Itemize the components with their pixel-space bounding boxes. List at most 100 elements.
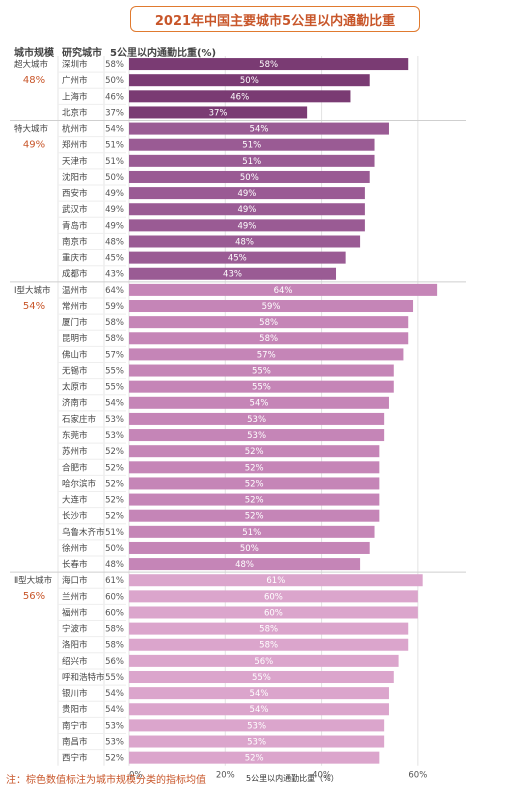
value-label: 52% <box>105 447 124 457</box>
bar <box>129 170 370 183</box>
city-label: 乌鲁木齐市 <box>62 527 105 538</box>
bar <box>129 219 365 232</box>
value-label: 54% <box>105 125 124 135</box>
x-tick-label: 60% <box>408 771 427 781</box>
bar <box>129 203 365 216</box>
value-label: 43% <box>105 270 124 280</box>
value-label: 61% <box>105 576 124 586</box>
value-label: 58% <box>105 60 124 70</box>
bar-data-label: 53% <box>247 721 266 731</box>
bar <box>129 574 423 587</box>
bar <box>129 154 375 167</box>
bar <box>129 138 375 151</box>
city-label: 上海市 <box>62 91 88 102</box>
value-label: 60% <box>105 592 124 602</box>
bar-data-label: 58% <box>259 625 278 635</box>
city-label: 南京市 <box>62 236 88 247</box>
bar-data-label: 50% <box>240 76 259 86</box>
city-label: 石家庄市 <box>62 414 97 425</box>
bar-data-label: 58% <box>259 641 278 651</box>
bar <box>129 332 409 345</box>
city-label: 青岛市 <box>62 220 88 231</box>
bar <box>129 687 389 700</box>
bar-data-label: 58% <box>259 60 278 70</box>
bar-data-label: 55% <box>252 673 271 683</box>
city-label: 武汉市 <box>62 204 88 215</box>
value-label: 53% <box>105 737 124 747</box>
city-label: 无锡市 <box>62 365 88 376</box>
bar <box>129 58 409 71</box>
x-axis-label: 5公里以内通勤比重（%） <box>246 774 339 783</box>
bar <box>129 751 380 764</box>
city-label: 大连市 <box>62 495 88 506</box>
footnote: 注：棕色数值标注为城市规模分类的指标均值 <box>6 775 206 786</box>
value-label: 58% <box>105 334 124 344</box>
city-label: 常州市 <box>62 301 88 312</box>
value-label: 51% <box>105 157 124 167</box>
bar <box>129 187 365 200</box>
city-label: 重庆市 <box>62 253 88 264</box>
city-label: 呼和浩特市 <box>62 672 105 683</box>
group-average: 49% <box>23 140 45 151</box>
city-label: 厦门市 <box>62 317 88 328</box>
value-label: 57% <box>105 350 124 360</box>
value-label: 37% <box>105 108 124 118</box>
bar-data-label: 59% <box>262 302 281 312</box>
bar-data-label: 58% <box>259 334 278 344</box>
bar <box>129 348 404 361</box>
bar-data-label: 51% <box>242 528 261 538</box>
bar-data-label: 48% <box>235 237 254 247</box>
city-label: 南宁市 <box>62 720 88 731</box>
bar <box>129 590 418 603</box>
bar-data-label: 57% <box>257 350 276 360</box>
city-label: 温州市 <box>62 285 88 296</box>
city-label: 成都市 <box>62 269 88 280</box>
bar <box>129 493 380 506</box>
bar <box>129 735 385 748</box>
bar <box>129 235 361 248</box>
city-label: 徐州市 <box>62 543 88 554</box>
bar-data-label: 53% <box>247 431 266 441</box>
header-city: 研究城市 <box>62 48 102 59</box>
value-label: 58% <box>105 318 124 328</box>
bar <box>129 316 409 329</box>
bar-data-label: 53% <box>247 737 266 747</box>
bar <box>129 283 438 296</box>
bar <box>129 429 385 442</box>
x-tick-label: 0% <box>129 771 143 781</box>
value-label: 49% <box>105 205 124 215</box>
value-label: 54% <box>105 705 124 715</box>
city-label: 哈尔滨市 <box>62 478 97 489</box>
city-label: 济南市 <box>62 398 88 409</box>
header-city-scale: 城市规模 <box>14 48 54 59</box>
city-label: 杭州市 <box>62 124 88 135</box>
bar <box>129 461 380 474</box>
bar <box>129 703 389 716</box>
city-label: 洛阳市 <box>62 640 88 651</box>
city-label: 太原市 <box>62 382 88 393</box>
value-label: 50% <box>105 173 124 183</box>
bar <box>129 300 414 313</box>
bar-data-label: 54% <box>250 705 269 715</box>
bar-data-label: 49% <box>237 189 256 199</box>
bar-data-label: 37% <box>209 108 228 118</box>
bar-data-label: 61% <box>266 576 285 586</box>
value-label: 52% <box>105 754 124 764</box>
bar <box>129 654 399 667</box>
city-label: 苏州市 <box>62 446 88 457</box>
group-name: 超大城市 <box>14 59 49 70</box>
value-label: 54% <box>105 689 124 699</box>
city-label: 北京市 <box>62 107 88 118</box>
value-label: 48% <box>105 560 124 570</box>
city-label: 佛山市 <box>62 349 88 360</box>
bar-data-label: 52% <box>245 463 264 473</box>
value-label: 56% <box>105 657 124 667</box>
city-label: 深圳市 <box>62 59 88 70</box>
city-label: 海口市 <box>62 575 88 586</box>
bar-data-label: 51% <box>242 157 261 167</box>
bar <box>129 106 308 119</box>
bar-data-label: 46% <box>230 92 249 102</box>
bar <box>129 719 385 732</box>
bar-data-label: 56% <box>254 657 273 667</box>
bar-data-label: 60% <box>264 608 283 618</box>
